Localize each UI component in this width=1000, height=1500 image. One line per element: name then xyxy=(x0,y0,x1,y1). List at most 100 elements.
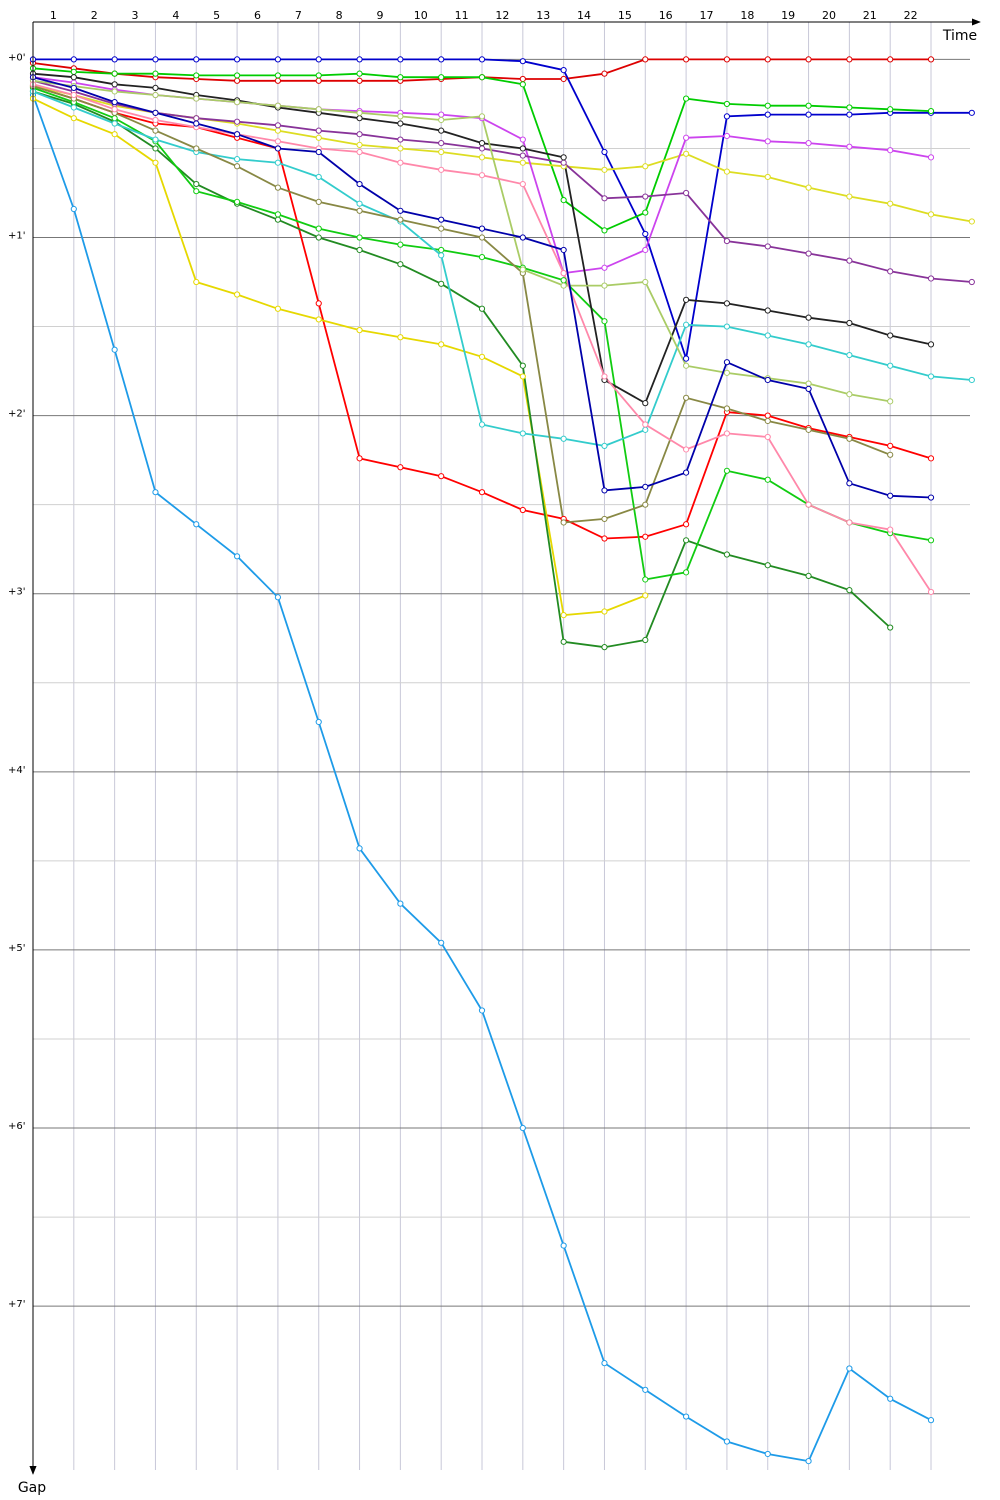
data-point xyxy=(519,180,526,188)
series-line xyxy=(33,58,972,359)
y-tick-label: +2' xyxy=(8,409,26,420)
data-point xyxy=(356,455,363,462)
y-tick-label: +1' xyxy=(8,231,26,242)
data-point xyxy=(927,275,935,282)
x-tick-label: 3 xyxy=(132,9,139,22)
data-point xyxy=(683,56,690,63)
data-point xyxy=(764,307,771,314)
data-point xyxy=(233,56,241,63)
data-point xyxy=(764,332,771,339)
data-point xyxy=(601,148,608,156)
data-point xyxy=(642,426,649,433)
data-point xyxy=(805,341,812,348)
data-point xyxy=(111,70,118,77)
data-point xyxy=(642,592,649,599)
data-point xyxy=(560,638,567,645)
data-point xyxy=(356,845,363,852)
data-point xyxy=(723,323,731,330)
data-point xyxy=(193,278,200,286)
data-point xyxy=(438,216,445,223)
data-point xyxy=(683,1413,690,1420)
data-point xyxy=(152,159,159,166)
data-point xyxy=(968,109,975,116)
data-point xyxy=(356,200,363,207)
data-point xyxy=(683,394,690,401)
data-point xyxy=(560,246,567,254)
data-point xyxy=(805,56,812,63)
data-point xyxy=(438,111,445,118)
data-point xyxy=(601,282,608,289)
x-tick-label: 17 xyxy=(700,9,714,22)
data-point xyxy=(560,154,567,161)
data-point xyxy=(233,131,241,138)
data-point xyxy=(846,519,853,526)
data-point xyxy=(723,113,731,120)
data-point xyxy=(356,327,363,334)
series-line xyxy=(32,90,891,649)
data-point xyxy=(233,77,241,84)
data-point xyxy=(111,99,118,106)
data-point xyxy=(642,209,649,216)
data-point xyxy=(764,243,771,250)
data-point xyxy=(193,120,200,127)
data-point xyxy=(397,207,404,214)
y-tick-label: +5' xyxy=(8,943,26,954)
data-point xyxy=(274,184,282,191)
data-point xyxy=(438,140,445,147)
data-point xyxy=(642,533,649,540)
data-point xyxy=(846,193,853,200)
data-point xyxy=(315,106,322,113)
data-point xyxy=(315,316,322,323)
data-point xyxy=(152,136,159,143)
data-point xyxy=(356,70,363,77)
data-point xyxy=(887,332,894,339)
data-point xyxy=(887,451,894,458)
data-point xyxy=(764,138,771,145)
y-tick-label: +6' xyxy=(8,1121,26,1132)
data-point xyxy=(601,487,608,494)
y-axis-title: Gap xyxy=(18,1480,46,1496)
data-point xyxy=(70,56,77,63)
data-point xyxy=(887,398,894,405)
data-point xyxy=(601,318,608,325)
data-point xyxy=(70,68,77,75)
data-point xyxy=(233,72,241,79)
data-point xyxy=(805,1457,812,1465)
data-point xyxy=(111,56,118,63)
x-tick-label: 21 xyxy=(863,9,877,22)
data-point xyxy=(438,74,445,81)
data-point xyxy=(356,180,363,188)
data-point xyxy=(723,132,731,140)
x-tick-label: 19 xyxy=(781,9,795,22)
data-point xyxy=(315,173,322,181)
data-point xyxy=(683,321,690,328)
data-point xyxy=(927,1417,935,1424)
x-tick-label: 14 xyxy=(577,9,591,22)
data-point xyxy=(438,341,445,348)
data-point xyxy=(723,430,731,437)
data-point xyxy=(274,594,282,601)
data-point xyxy=(438,127,445,134)
data-point xyxy=(111,346,118,353)
data-point xyxy=(233,163,241,170)
data-point xyxy=(927,588,935,596)
data-point xyxy=(601,442,608,449)
data-point xyxy=(478,489,486,496)
data-point xyxy=(764,433,771,441)
data-point xyxy=(642,483,649,490)
data-point xyxy=(642,1386,649,1393)
data-point xyxy=(519,81,526,88)
data-point xyxy=(927,494,935,501)
data-point xyxy=(601,227,608,234)
data-point xyxy=(683,446,690,453)
data-point xyxy=(193,188,200,195)
data-point xyxy=(438,280,445,287)
y-tick-label: +4' xyxy=(8,765,26,776)
y-tick-label: +3' xyxy=(8,587,26,598)
data-point xyxy=(478,113,486,120)
x-tick-label: 2 xyxy=(91,9,98,22)
data-point xyxy=(642,501,649,508)
data-point xyxy=(233,156,241,163)
data-point xyxy=(438,252,445,259)
